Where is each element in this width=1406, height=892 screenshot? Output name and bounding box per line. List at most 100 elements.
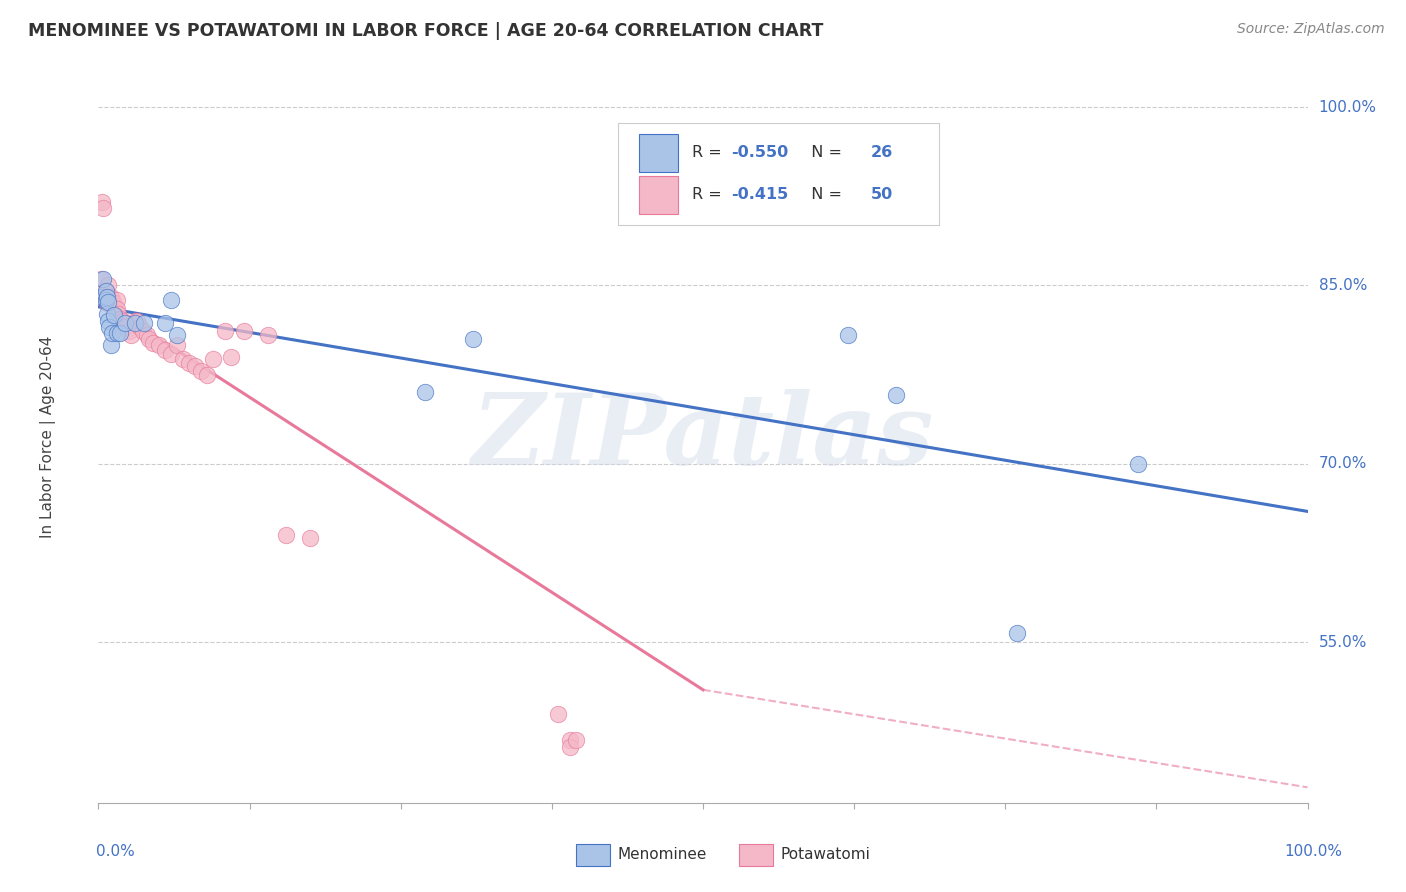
Point [103,300,125,314]
Point [91,201,114,215]
Point [184,359,207,374]
Point [153,343,176,357]
Text: 70.0%: 70.0% [1319,457,1367,471]
Point [107,307,129,321]
Point [256,328,278,343]
Point [94,285,117,299]
Point [299,531,322,545]
Text: Menominee: Menominee [617,847,707,863]
Point [148,338,170,352]
Text: 26: 26 [872,145,893,161]
Point [108,326,131,340]
Text: N =: N = [801,145,846,161]
Point [837,328,859,343]
Point [565,732,588,747]
Text: Potawatomi: Potawatomi [780,847,870,863]
Text: ZIPatlas: ZIPatlas [472,389,934,485]
Point [190,364,212,378]
FancyBboxPatch shape [576,844,610,866]
Text: R =: R = [692,187,727,202]
Point [97,295,120,310]
Point [98,290,121,304]
Point [94,293,117,307]
Point [97,278,120,293]
Point [127,314,149,328]
Point [97,314,120,328]
Point [96,290,118,304]
FancyBboxPatch shape [638,176,678,214]
Point [274,528,297,542]
Point [142,335,165,350]
Point [202,352,225,367]
Point [160,347,183,361]
Text: -0.415: -0.415 [731,187,787,202]
FancyBboxPatch shape [740,844,773,866]
Text: N =: N = [801,187,846,202]
Point [221,350,243,364]
Point [558,732,581,747]
Point [132,324,155,338]
Point [100,295,122,310]
Text: MENOMINEE VS POTAWATOMI IN LABOR FORCE | AGE 20-64 CORRELATION CHART: MENOMINEE VS POTAWATOMI IN LABOR FORCE |… [28,22,824,40]
Point [195,368,218,382]
Point [94,293,117,307]
Point [98,320,121,334]
Text: 100.0%: 100.0% [1319,100,1376,114]
FancyBboxPatch shape [638,134,678,172]
Text: 85.0%: 85.0% [1319,278,1367,293]
Point [886,388,908,402]
Text: In Labor Force | Age 20-64: In Labor Force | Age 20-64 [39,336,56,538]
Point [101,295,124,310]
Point [134,317,156,331]
Point [114,317,136,331]
Point [105,326,128,340]
Point [93,290,115,304]
Text: 55.0%: 55.0% [1319,635,1367,649]
Point [91,290,114,304]
Point [91,195,114,210]
Point [558,739,581,754]
Point [100,295,122,310]
Point [90,272,112,286]
Point [104,304,127,318]
Point [105,302,128,317]
Point [1007,625,1029,640]
Point [1128,457,1150,471]
Point [232,324,254,338]
Text: R =: R = [692,145,727,161]
Point [153,317,176,331]
Point [124,317,146,331]
Point [172,352,194,367]
Point [118,324,141,338]
Point [179,356,201,370]
Point [463,332,485,346]
Text: -0.550: -0.550 [731,145,787,161]
Point [103,308,125,322]
Point [100,326,122,340]
Point [166,328,188,343]
Point [166,338,188,352]
Point [120,328,142,343]
Point [108,311,131,326]
Point [114,320,136,334]
Point [135,328,157,343]
Point [111,314,134,328]
FancyBboxPatch shape [619,122,939,225]
Point [100,290,122,304]
Point [138,332,160,346]
Text: 0.0%: 0.0% [96,845,135,859]
Point [124,314,146,328]
Point [100,338,122,352]
Point [94,285,117,299]
Point [128,320,150,334]
Text: Source: ZipAtlas.com: Source: ZipAtlas.com [1237,22,1385,37]
Text: 100.0%: 100.0% [1285,845,1343,859]
Point [547,706,569,721]
Text: 50: 50 [872,187,893,202]
Point [96,296,118,310]
Point [160,293,183,307]
Point [91,272,114,286]
Point [96,307,118,321]
Point [413,385,436,400]
Point [214,324,236,338]
